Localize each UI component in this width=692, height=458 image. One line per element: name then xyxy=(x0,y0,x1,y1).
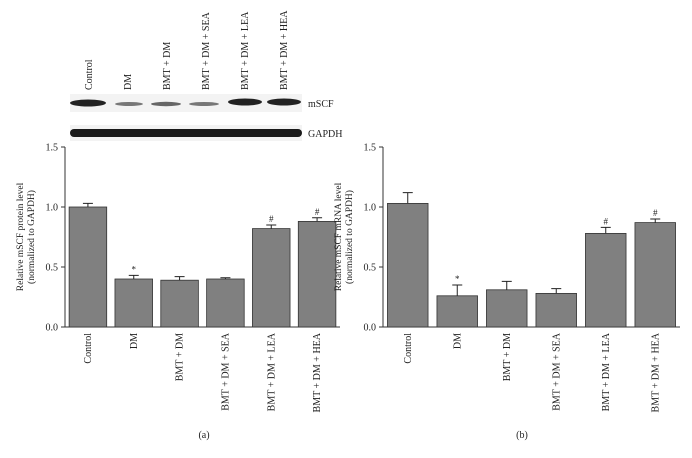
bar xyxy=(387,202,429,328)
y-axis-label: Relative mSCF protein level xyxy=(16,182,26,291)
y-axis-label: (normalized to GAPDH) xyxy=(344,190,355,284)
y-axis-label: (normalized to GAPDH) xyxy=(26,190,37,284)
bar xyxy=(535,292,577,328)
blot-strip xyxy=(70,94,302,112)
y-tick-label: 0.0 xyxy=(46,323,59,334)
y-tick-label: 0.5 xyxy=(364,263,377,274)
bar xyxy=(252,228,291,328)
x-tick-label: BMT + DM + HEA xyxy=(650,332,661,412)
blot-band xyxy=(189,102,219,106)
y-tick-label: 0.5 xyxy=(46,263,59,274)
x-tick-label: BMT + DM + SEA xyxy=(220,332,231,411)
y-tick-label: 0.0 xyxy=(364,323,377,334)
blot-band xyxy=(151,101,181,107)
y-axis-label: Relative mSCF mRNA level xyxy=(334,182,344,291)
y-tick-label: 1.5 xyxy=(46,143,59,154)
lane-label: DM xyxy=(123,74,134,90)
annotation: # xyxy=(653,208,658,218)
y-tick-label: 1.0 xyxy=(364,203,377,214)
annotation: # xyxy=(269,214,274,224)
bar xyxy=(68,206,108,328)
band-label: GAPDH xyxy=(308,129,342,140)
x-tick-label: BMT + DM + LEA xyxy=(601,332,612,411)
x-tick-label: DM xyxy=(452,333,463,349)
lane-label: BMT + DM xyxy=(162,42,173,90)
x-tick-label: BMT + DM + SEA xyxy=(551,332,562,411)
lane-label: BMT + DM + HEA xyxy=(279,10,290,90)
lane-label: BMT + DM + LEA xyxy=(240,11,251,90)
error-bar xyxy=(600,226,611,234)
y-tick-label: 1.0 xyxy=(46,203,59,214)
error-bar xyxy=(312,217,323,222)
bar xyxy=(436,295,478,328)
bar xyxy=(634,222,676,328)
x-tick-label: Control xyxy=(83,333,94,364)
error-bar xyxy=(452,284,463,296)
annotation: * xyxy=(132,264,137,274)
blot-band xyxy=(228,98,262,106)
x-tick-label: BMT + DM + HEA xyxy=(312,332,323,412)
x-tick-label: BMT + DM xyxy=(502,333,513,381)
error-bar xyxy=(650,218,661,223)
x-tick-label: Control xyxy=(403,333,414,364)
panel-label: (a) xyxy=(198,430,209,441)
band-label: mSCF xyxy=(308,99,334,110)
blot-band xyxy=(70,99,106,107)
x-tick-label: BMT + DM xyxy=(175,333,186,381)
error-bar xyxy=(128,274,139,279)
lane-label: BMT + DM + SEA xyxy=(201,11,212,90)
x-tick-label: BMT + DM + LEA xyxy=(266,332,277,411)
error-bar xyxy=(220,277,231,279)
error-bar xyxy=(82,202,93,207)
annotation: # xyxy=(315,207,320,217)
error-bar xyxy=(402,192,413,204)
bar xyxy=(585,232,627,328)
annotation: * xyxy=(455,274,460,284)
blot-band xyxy=(70,129,302,137)
blot-band xyxy=(267,98,301,106)
bar xyxy=(486,289,528,328)
y-tick-label: 1.5 xyxy=(364,143,377,154)
bar xyxy=(114,278,153,328)
error-bar xyxy=(501,280,512,290)
x-tick-label: DM xyxy=(129,333,140,349)
error-bar xyxy=(266,224,277,229)
panel-label: (b) xyxy=(516,430,528,441)
bar xyxy=(206,278,245,328)
error-bar xyxy=(551,288,562,294)
lane-label: Control xyxy=(84,59,95,90)
annotation: # xyxy=(604,216,609,226)
error-bar xyxy=(174,276,185,281)
bar xyxy=(160,279,199,328)
blot-band xyxy=(115,102,143,106)
bar xyxy=(297,220,337,328)
western-blot xyxy=(70,94,302,141)
